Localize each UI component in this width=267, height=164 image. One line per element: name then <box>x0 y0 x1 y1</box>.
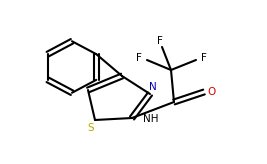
Text: O: O <box>208 87 216 97</box>
Text: F: F <box>157 36 163 46</box>
Text: NH: NH <box>143 114 159 124</box>
Text: S: S <box>88 123 94 133</box>
Text: F: F <box>136 53 142 63</box>
Text: N: N <box>149 82 157 92</box>
Text: F: F <box>201 53 207 63</box>
